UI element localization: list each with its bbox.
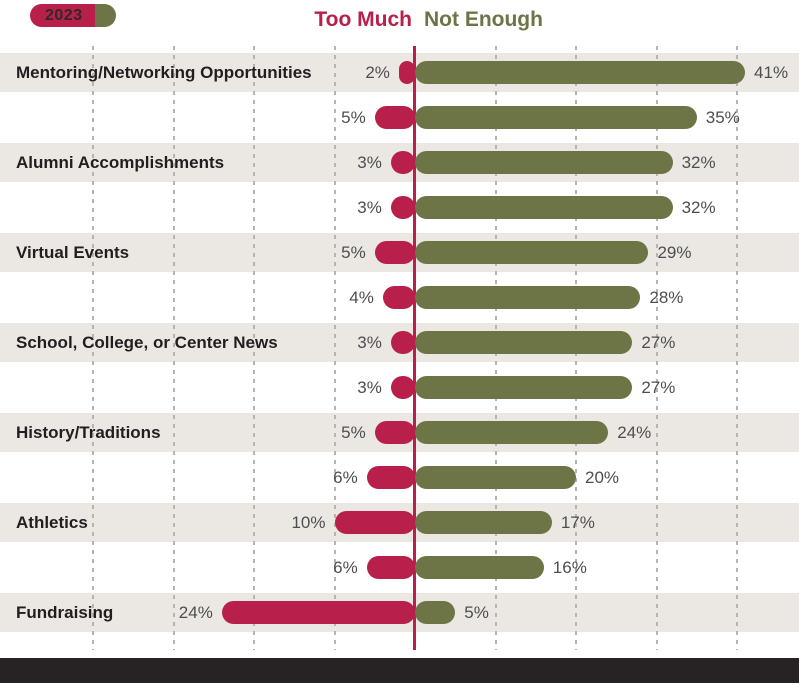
category-label: Mentoring/Networking Opportunities bbox=[16, 63, 312, 82]
not-enough-bar bbox=[415, 196, 673, 219]
chart-rows: Mentoring/Networking Opportunities 2% 41… bbox=[0, 50, 799, 635]
not-enough-value: 27% bbox=[641, 378, 676, 397]
too-much-bar bbox=[374, 421, 415, 444]
not-enough-value: 35% bbox=[705, 108, 740, 127]
not-enough-value: 28% bbox=[649, 288, 684, 307]
not-enough-value: 24% bbox=[617, 423, 652, 442]
too-much-value: 3% bbox=[357, 153, 382, 172]
chart-row: 3% 27% bbox=[0, 365, 799, 410]
too-much-bar bbox=[334, 511, 415, 534]
too-much-bar bbox=[374, 241, 415, 264]
chart-row: 5% 35% bbox=[0, 95, 799, 140]
not-enough-bar bbox=[415, 421, 609, 444]
chart-row: Athletics 10% 17% bbox=[0, 500, 799, 545]
too-much-bar bbox=[390, 331, 415, 354]
chart-row: Mentoring/Networking Opportunities 2% 41… bbox=[0, 50, 799, 95]
too-much-value: 6% bbox=[333, 558, 358, 577]
not-enough-value: 17% bbox=[560, 513, 595, 532]
not-enough-value: 41% bbox=[754, 63, 789, 82]
too-much-value: 2% bbox=[365, 63, 390, 82]
too-much-bar bbox=[390, 151, 415, 174]
chart-row: Alumni Accomplishments 3% 32% bbox=[0, 140, 799, 185]
legend-pill-2023: 2023 bbox=[30, 4, 116, 27]
category-label: School, College, or Center News bbox=[16, 333, 278, 352]
header-not-enough: Not Enough bbox=[424, 8, 543, 31]
too-much-bar bbox=[221, 601, 415, 624]
too-much-bar bbox=[366, 466, 415, 489]
too-much-value: 10% bbox=[291, 513, 326, 532]
not-enough-bar bbox=[415, 511, 552, 534]
not-enough-value: 32% bbox=[681, 198, 716, 217]
not-enough-bar bbox=[415, 151, 673, 174]
category-label: History/Traditions bbox=[16, 423, 161, 442]
legend-year-label: 2023 bbox=[30, 4, 95, 27]
too-much-value: 5% bbox=[341, 108, 366, 127]
not-enough-bar bbox=[415, 376, 633, 399]
not-enough-bar bbox=[415, 331, 633, 354]
too-much-bar bbox=[366, 556, 415, 579]
not-enough-value: 16% bbox=[552, 558, 587, 577]
not-enough-value: 5% bbox=[464, 603, 489, 622]
not-enough-bar bbox=[415, 106, 697, 129]
not-enough-bar bbox=[415, 286, 641, 309]
chart-row: Virtual Events 5% 29% bbox=[0, 230, 799, 275]
chart-row: 6% 20% bbox=[0, 455, 799, 500]
too-much-value: 5% bbox=[341, 423, 366, 442]
not-enough-bar bbox=[415, 61, 746, 84]
chart-row: 6% 16% bbox=[0, 545, 799, 590]
footer-bar bbox=[0, 658, 799, 683]
category-label: Fundraising bbox=[16, 603, 114, 622]
not-enough-value: 20% bbox=[585, 468, 620, 487]
too-much-value: 5% bbox=[341, 243, 366, 262]
chart-row: History/Traditions 5% 24% bbox=[0, 410, 799, 455]
too-much-value: 3% bbox=[357, 378, 382, 397]
too-much-value: 3% bbox=[357, 333, 382, 352]
too-much-bar bbox=[374, 106, 415, 129]
too-much-value: 4% bbox=[349, 288, 374, 307]
not-enough-value: 29% bbox=[657, 243, 692, 262]
category-label: Alumni Accomplishments bbox=[16, 153, 225, 172]
too-much-value: 6% bbox=[333, 468, 358, 487]
category-label: Virtual Events bbox=[16, 243, 130, 262]
chart-row: 4% 28% bbox=[0, 275, 799, 320]
chart-row: School, College, or Center News 3% 27% bbox=[0, 320, 799, 365]
too-much-bar bbox=[390, 196, 415, 219]
too-much-bar bbox=[382, 286, 415, 309]
not-enough-value: 32% bbox=[681, 153, 716, 172]
too-much-bar bbox=[390, 376, 415, 399]
chart-row: 3% 32% bbox=[0, 185, 799, 230]
too-much-value: 24% bbox=[178, 603, 213, 622]
chart-row: Fundraising 24% 5% bbox=[0, 590, 799, 635]
category-label: Athletics bbox=[16, 513, 88, 532]
too-much-value: 3% bbox=[357, 198, 382, 217]
not-enough-value: 27% bbox=[641, 333, 676, 352]
header-too-much: Too Much bbox=[314, 8, 412, 31]
not-enough-bar bbox=[415, 241, 649, 264]
not-enough-bar bbox=[415, 601, 456, 624]
not-enough-bar bbox=[415, 466, 576, 489]
legend-green-cap bbox=[94, 4, 116, 27]
too-much-bar bbox=[398, 61, 415, 84]
not-enough-bar bbox=[415, 556, 544, 579]
